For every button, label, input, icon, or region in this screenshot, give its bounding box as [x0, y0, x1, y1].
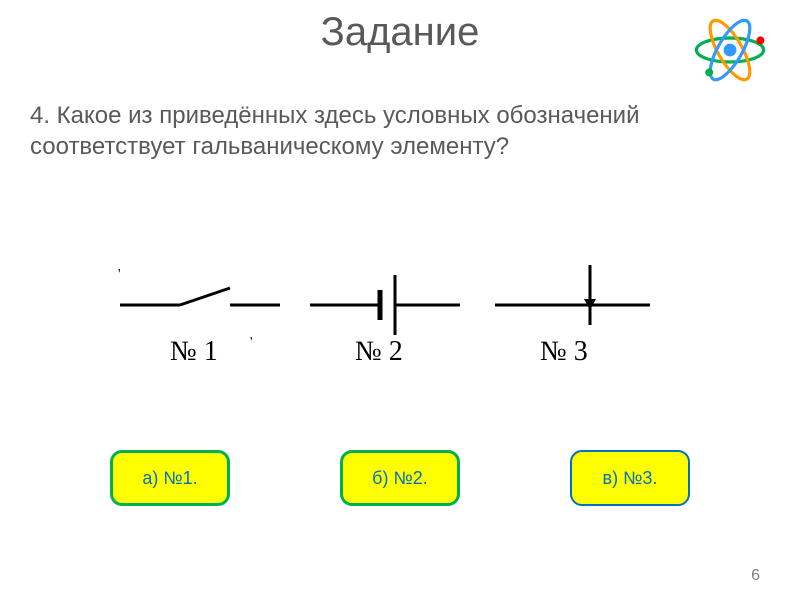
page-number: 6	[751, 567, 760, 585]
answer-c-label: в) №3.	[603, 468, 658, 489]
answer-a-label: а) №1.	[142, 468, 197, 489]
page-title: Задание	[321, 10, 480, 55]
svg-text:': '	[118, 267, 121, 282]
answer-option-b[interactable]: б) №2.	[340, 450, 460, 506]
svg-text:': '	[250, 335, 253, 350]
answer-option-c[interactable]: в) №3.	[570, 450, 690, 506]
question-text: 4. Какое из приведённых здесь условных о…	[30, 100, 720, 162]
answer-option-a[interactable]: а) №1.	[110, 450, 230, 506]
answer-options: а) №1. б) №2. в) №3.	[0, 450, 800, 506]
answer-b-label: б) №2.	[372, 468, 428, 489]
symbol-3-label: № 3	[540, 336, 588, 367]
circuit-symbols: № 1 ' ' № 2 № 3	[100, 250, 670, 390]
symbol-2-label: № 2	[355, 336, 403, 367]
atom-icon	[690, 10, 770, 90]
symbol-1-label: № 1	[170, 336, 218, 367]
